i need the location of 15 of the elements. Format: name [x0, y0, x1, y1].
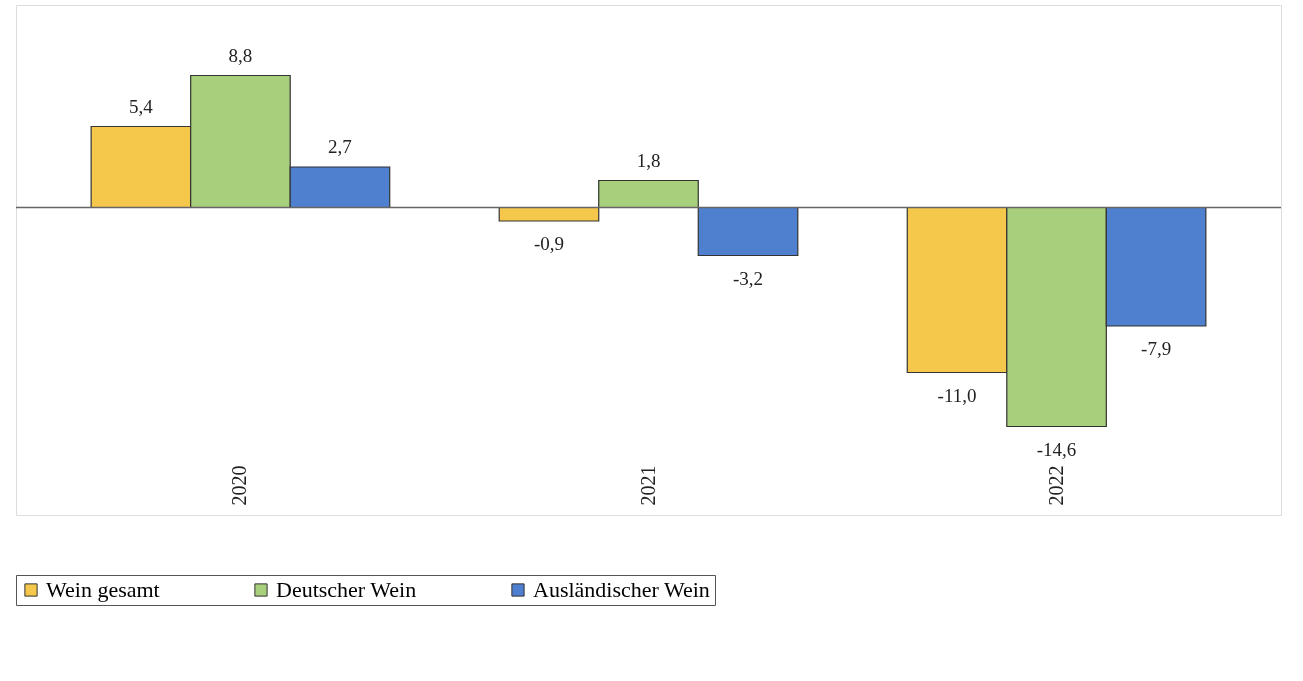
x-tick-label: 2021 [636, 465, 659, 506]
x-tick-label: 2022 [1044, 465, 1067, 506]
data-label: -3,2 [732, 267, 764, 289]
legend-label: Deutscher Wein [276, 577, 417, 602]
data-label: 1,8 [636, 149, 661, 171]
data-label: -7,9 [1141, 338, 1172, 359]
legend-label: Ausländischer Wein [533, 577, 710, 602]
data-label: 2,7 [328, 136, 352, 157]
legend-label: Wein gesamt [46, 577, 160, 602]
data-label: 8,8 [228, 44, 253, 66]
data-label: -11,0 [937, 384, 977, 406]
x-tick-label: 2020 [228, 465, 251, 506]
data-label: -14,6 [1036, 438, 1077, 460]
data-label: 5,4 [129, 95, 154, 117]
data-label: -0,9 [533, 233, 565, 254]
